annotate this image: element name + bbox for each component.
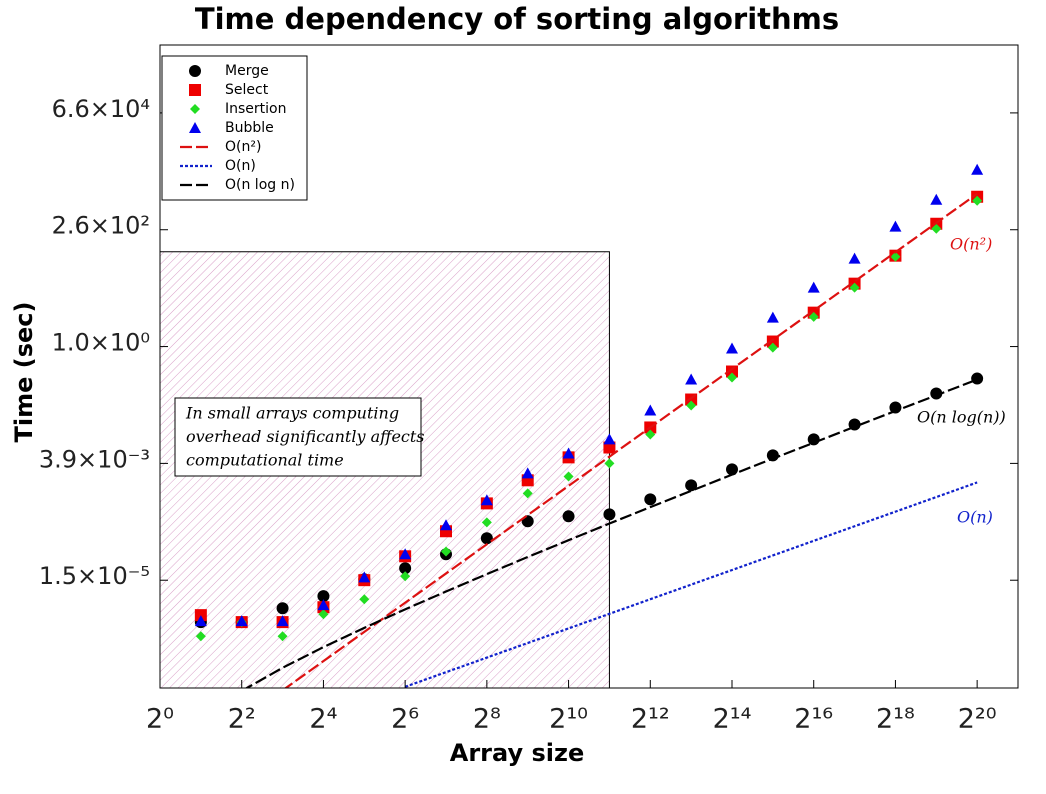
- point: [644, 493, 657, 506]
- point: [726, 365, 738, 378]
- point: [480, 494, 493, 506]
- y-tick-label: 1.5×10⁻⁵: [39, 562, 150, 590]
- x-axis-label: Array size: [450, 739, 584, 767]
- point: [399, 562, 412, 575]
- point: [971, 372, 984, 385]
- point: [930, 193, 943, 205]
- point: [562, 447, 575, 459]
- point: [808, 311, 819, 322]
- point: [563, 471, 574, 482]
- point: [276, 615, 289, 627]
- point: [235, 615, 248, 627]
- point: [727, 372, 737, 383]
- x-tick-label: 2²⁰: [958, 704, 997, 735]
- note-text: overhead significantly affects: [186, 427, 425, 446]
- fit-line: [404, 481, 978, 688]
- point: [195, 631, 206, 642]
- point: [766, 335, 779, 348]
- fit-line: [283, 192, 978, 688]
- point: [603, 433, 616, 445]
- y-tick-label: 1.0×10⁰: [52, 329, 150, 357]
- series-group: [194, 163, 984, 688]
- point: [890, 251, 901, 262]
- x-tick-label: 2⁶: [391, 704, 419, 735]
- point: [645, 429, 656, 440]
- point: [562, 510, 575, 523]
- point: [317, 599, 330, 611]
- point: [972, 195, 983, 206]
- legend-label: Insertion: [225, 101, 286, 117]
- point: [848, 252, 861, 264]
- point: [807, 281, 820, 293]
- fit-line: [244, 378, 978, 688]
- point: [440, 519, 452, 531]
- point: [603, 441, 616, 454]
- point: [481, 517, 492, 528]
- point: [766, 311, 779, 323]
- x-tick-label: 2¹⁶: [794, 704, 833, 735]
- x-tick-label: 2¹⁴: [713, 704, 752, 735]
- point: [685, 479, 698, 492]
- y-axis-label: Time (sec): [10, 302, 38, 443]
- point: [849, 282, 860, 293]
- point: [277, 631, 288, 642]
- point: [521, 467, 534, 479]
- chart-title: Time dependency of sorting algorithms: [195, 2, 839, 36]
- point: [276, 602, 289, 615]
- legend-label: O(n²): [225, 139, 261, 155]
- y-tick-label: 3.9×10⁻³: [39, 445, 150, 473]
- point: [889, 220, 902, 232]
- legend-label: Merge: [225, 63, 269, 79]
- point: [685, 373, 698, 385]
- legend-label: Bubble: [225, 120, 274, 136]
- y-tick-label: 2.6×10²: [52, 212, 150, 240]
- point: [359, 594, 370, 605]
- x-tick-label: 2¹²: [631, 704, 670, 735]
- x-tick-label: 2¹⁰: [549, 704, 588, 735]
- x-tick-label: 2¹⁸: [876, 704, 915, 735]
- x-tick-label: 2⁸: [473, 704, 501, 735]
- x-tick-label: 2²: [228, 704, 256, 735]
- point: [971, 163, 984, 175]
- point: [686, 400, 697, 411]
- note-text: In small arrays computing: [185, 404, 399, 423]
- point: [522, 488, 533, 499]
- legend-box: [161, 55, 308, 201]
- point: [358, 571, 371, 583]
- point: [318, 609, 329, 620]
- point: [767, 342, 778, 353]
- point: [400, 571, 411, 582]
- point: [644, 404, 657, 416]
- legend-label: O(n log n): [225, 177, 295, 193]
- annotation: O(n²): [950, 235, 992, 254]
- point: [189, 65, 201, 77]
- point: [399, 548, 412, 560]
- note-text: computational time: [186, 451, 344, 470]
- point: [189, 84, 201, 96]
- plot-area: In small arrays computing overhead signif…: [159, 163, 984, 689]
- y-tick-label: 6.6×10⁴: [52, 95, 150, 123]
- legend-label: Select: [225, 82, 269, 98]
- point: [931, 223, 942, 234]
- plot-frame: [159, 44, 1019, 689]
- point: [726, 342, 738, 354]
- point: [317, 590, 330, 603]
- point: [603, 508, 616, 521]
- point: [480, 532, 493, 545]
- point: [190, 104, 200, 114]
- legend-label: O(n): [225, 158, 256, 174]
- point: [194, 615, 207, 627]
- annotation: O(n log(n)): [917, 408, 1006, 427]
- x-tick-label: 2⁰: [146, 704, 174, 735]
- x-tick-label: 2⁴: [309, 704, 337, 735]
- point: [189, 122, 201, 133]
- note-box: [174, 397, 422, 477]
- annotation: O(n): [957, 508, 993, 527]
- point: [441, 546, 451, 557]
- point: [604, 458, 615, 469]
